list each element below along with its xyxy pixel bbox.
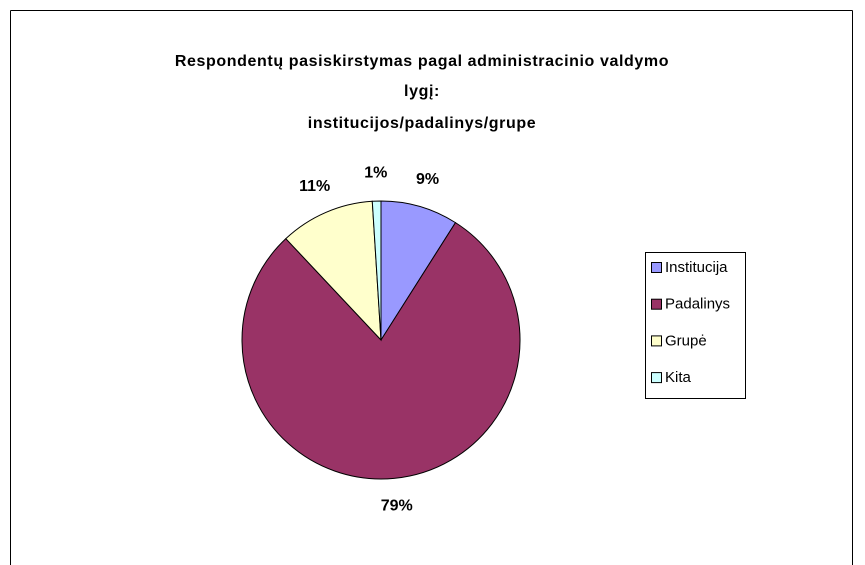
pie-slice xyxy=(241,221,521,480)
data-label: 1% xyxy=(364,164,387,181)
chart-title: institucijos/padalinys/grupe xyxy=(308,115,536,132)
legend-box xyxy=(645,252,746,399)
legend-swatch xyxy=(651,372,662,384)
pie-slice xyxy=(285,200,382,342)
legend-swatch xyxy=(651,298,662,310)
chart-title: lygį: xyxy=(404,83,440,100)
data-label: 11% xyxy=(299,178,330,195)
legend-label: Kita xyxy=(665,369,692,386)
legend-label: Grupė xyxy=(665,332,707,349)
pie-slice xyxy=(371,200,382,341)
legend-label: Padalinys xyxy=(665,296,730,313)
legend-swatch xyxy=(651,335,662,347)
data-label: 79% xyxy=(381,497,413,514)
data-label: 9% xyxy=(416,171,439,188)
pie-slice xyxy=(380,200,457,342)
legend-swatch xyxy=(651,262,662,273)
chart-title: Respondentų pasiskirstymas pagal adminis… xyxy=(175,53,669,70)
legend-label: Institucija xyxy=(665,259,728,276)
